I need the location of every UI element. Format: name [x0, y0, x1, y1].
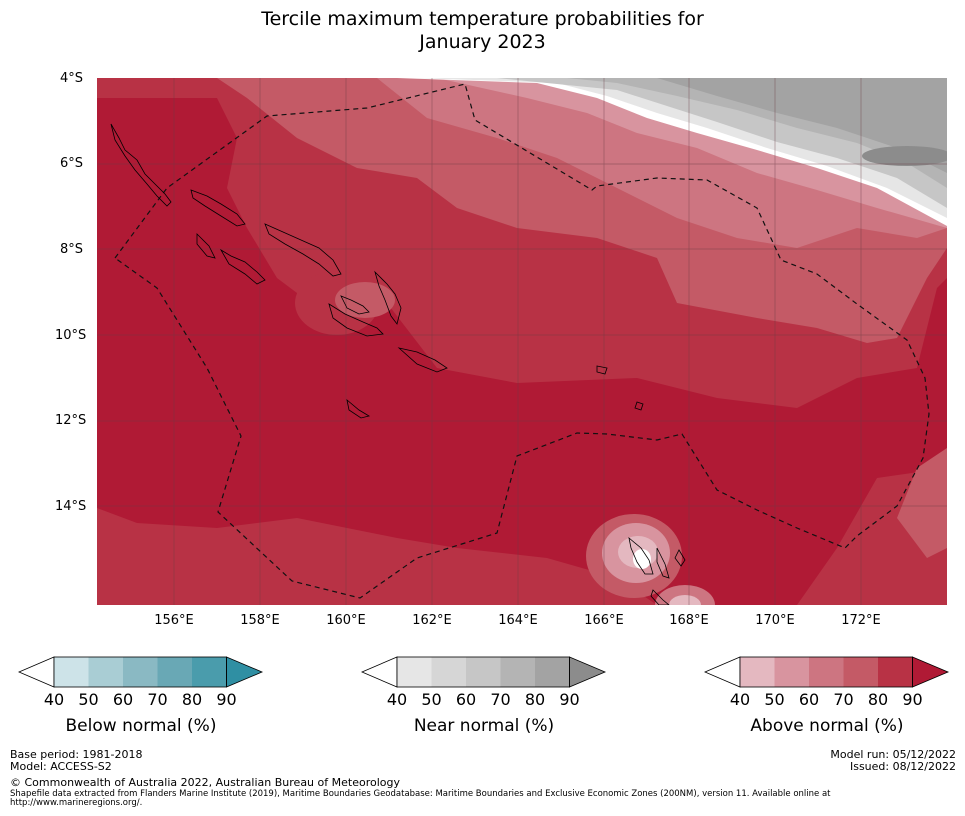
tick-50: 50 — [764, 690, 785, 709]
swatch-70-80 — [843, 657, 878, 687]
colorbar-high-extend — [226, 657, 262, 687]
vanuatu-probability-center — [633, 549, 651, 569]
swatch-60-70 — [809, 657, 844, 687]
swatch-70-80 — [500, 657, 535, 687]
malekula-outline — [650, 589, 670, 605]
tick-60: 60 — [798, 690, 820, 709]
tick-90: 90 — [216, 690, 237, 709]
swatch-80-90 — [535, 657, 570, 687]
above-normal-title: Above normal (%) — [750, 716, 904, 736]
swatch-60-70 — [466, 657, 501, 687]
tick-60: 60 — [455, 690, 477, 709]
lon-label-160e: 160°E — [326, 613, 366, 628]
tick-80: 80 — [524, 690, 546, 709]
copyright-text: © Commonwealth of Australia 2022, Austra… — [10, 776, 400, 789]
tick-90: 90 — [559, 690, 580, 709]
tick-70: 70 — [490, 690, 511, 709]
eez-boundaries — [114, 83, 930, 599]
tick-40: 40 — [729, 690, 751, 709]
shapefile-credit-line-1: Shapefile data extracted from Flanders M… — [10, 789, 831, 799]
swatch-60-70 — [123, 657, 158, 687]
colorbar-high-extend — [569, 657, 605, 687]
espiritu-santo-outline — [628, 536, 654, 575]
probability-map — [97, 78, 947, 605]
pentecost-outline — [674, 549, 686, 567]
tick-70: 70 — [833, 690, 854, 709]
shapefile-credit-line-2: http://www.marineregions.org/. — [10, 798, 143, 808]
swatch-40-50 — [397, 657, 432, 687]
choiseul-outline — [190, 189, 246, 227]
above-normal-colorbar — [704, 656, 950, 688]
title-line-1: Tercile maximum temperature probabilitie… — [261, 8, 704, 30]
lat-label-4s: 4°S — [60, 71, 84, 86]
colorbar-low-extend — [361, 656, 398, 688]
rennell-outline — [346, 398, 371, 419]
bougainville-outline — [110, 123, 172, 207]
vanikoro-outline — [634, 401, 644, 411]
santa-cruz-outline — [596, 365, 608, 375]
title-line-2: January 2023 — [419, 31, 546, 53]
lat-label-10s: 10°S — [55, 328, 87, 343]
model-run-text: Model run: 05/12/2022 — [830, 748, 956, 761]
maewo-outline — [656, 547, 670, 579]
chart-title: Tercile maximum temperature probabilitie… — [0, 8, 965, 54]
above-normal-70-80-region-south — [97, 508, 657, 605]
swatch-40-50 — [740, 657, 775, 687]
new-georgia-outline — [196, 233, 216, 259]
tick-50: 50 — [421, 690, 442, 709]
lon-label-166e: 166°E — [584, 613, 624, 628]
above-normal-60-70-region-east — [897, 448, 947, 558]
tick-50: 50 — [78, 690, 99, 709]
santa-isabel-outline — [264, 223, 342, 277]
tick-90: 90 — [902, 690, 923, 709]
near-normal-colorbar — [361, 656, 607, 688]
model-text: Model: ACCESS-S2 — [10, 760, 112, 773]
near-normal-70-80-region — [657, 78, 947, 173]
malaita-outline — [374, 270, 402, 325]
russell-islands-outline — [340, 295, 370, 315]
swatch-50-60 — [88, 657, 123, 687]
new-georgia-islands-outline — [219, 248, 266, 285]
lat-label-8s: 8°S — [60, 242, 84, 257]
swatch-80-90 — [192, 657, 227, 687]
lat-label-6s: 6°S — [60, 156, 84, 171]
tick-40: 40 — [43, 690, 65, 709]
guadalcanal-outline — [328, 303, 384, 337]
solomon-probability-patch — [335, 282, 395, 318]
lon-label-162e: 162°E — [412, 613, 452, 628]
swatch-80-90 — [878, 657, 913, 687]
lon-label-172e: 172°E — [841, 613, 881, 628]
below-normal-title: Below normal (%) — [65, 716, 217, 736]
colorbar-high-extend — [912, 657, 948, 687]
lon-label-168e: 168°E — [669, 613, 709, 628]
tick-40: 40 — [386, 690, 408, 709]
tick-70: 70 — [147, 690, 168, 709]
lon-label-158e: 158°E — [240, 613, 280, 628]
swatch-40-50 — [54, 657, 89, 687]
tick-80: 80 — [867, 690, 889, 709]
map-canvas — [97, 78, 947, 605]
tick-60: 60 — [112, 690, 134, 709]
near-normal-title: Near normal (%) — [413, 716, 555, 736]
tick-80: 80 — [181, 690, 203, 709]
lon-label-170e: 170°E — [755, 613, 795, 628]
swatch-50-60 — [774, 657, 809, 687]
swatch-50-60 — [431, 657, 466, 687]
island-outlines — [110, 123, 686, 605]
southern-probability-patch-inner — [669, 595, 701, 605]
below-normal-colorbar — [18, 656, 264, 688]
makira-outline — [397, 347, 448, 373]
lat-label-12s: 12°S — [55, 413, 87, 428]
near-normal-80-90-patch — [862, 146, 947, 166]
map-gridlines — [97, 78, 947, 605]
colorbar-low-extend — [704, 656, 741, 688]
swatch-70-80 — [157, 657, 192, 687]
colorbar-low-extend — [18, 656, 55, 688]
lon-label-156e: 156°E — [154, 613, 194, 628]
lat-label-14s: 14°S — [55, 499, 87, 514]
base-period-text: Base period: 1981-2018 — [10, 748, 143, 761]
issued-text: Issued: 08/12/2022 — [849, 760, 956, 773]
lon-label-164e: 164°E — [498, 613, 538, 628]
